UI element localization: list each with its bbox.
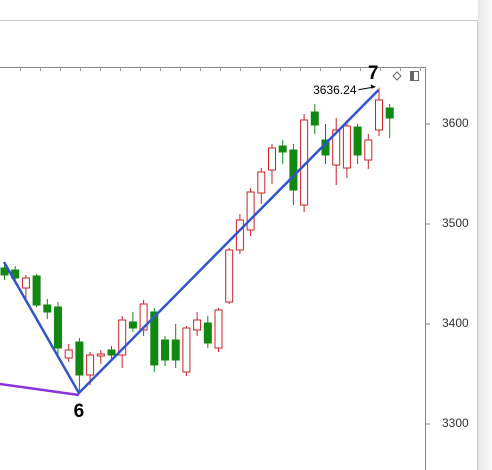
candle-body (118, 319, 127, 356)
candle-body (342, 125, 351, 169)
candle-body (21, 277, 30, 289)
window-frame (0, 20, 478, 470)
candle-body (364, 139, 373, 161)
candle-body (150, 311, 159, 366)
candle-body (268, 147, 276, 171)
candle-body (171, 339, 180, 361)
candle-body (107, 349, 116, 356)
price-annotation: 3636.24 (313, 83, 357, 97)
y-tick-label: 3500 (442, 216, 469, 230)
y-tick-label: 3400 (442, 316, 469, 330)
candle-body (375, 99, 383, 131)
candle-body (32, 275, 41, 306)
candle-body (332, 129, 341, 166)
candle-body (43, 304, 52, 313)
candle-body (128, 321, 137, 329)
candle-body (310, 111, 319, 126)
wave-label: 6 (74, 401, 85, 422)
top-ticks (20, 67, 421, 71)
candle-body (75, 341, 84, 376)
candle-body (257, 171, 266, 194)
candle-body (385, 107, 394, 119)
wave-line (2, 89, 380, 396)
candle-body (193, 319, 202, 331)
y-tick-label: 3600 (442, 116, 469, 130)
candle-body (353, 126, 362, 156)
candle-body (289, 149, 298, 191)
candle-body (86, 354, 95, 376)
candle-body (96, 353, 105, 357)
panel-icon[interactable] (410, 71, 419, 81)
candle-body (139, 303, 148, 331)
panel-icon-fill (411, 72, 414, 80)
candle-body (64, 349, 73, 359)
candle-body (161, 339, 169, 361)
wave-line (0, 382, 80, 397)
candle-body (203, 322, 212, 344)
candle-body (214, 309, 223, 349)
candle-body (246, 191, 255, 231)
candle-body (182, 327, 191, 373)
diamond-icon[interactable] (392, 71, 402, 81)
window-edge (478, 0, 492, 470)
candle-body (235, 219, 244, 251)
candle-body (54, 306, 62, 349)
wave-label: 7 (368, 63, 379, 84)
candle-body (278, 145, 287, 153)
y-tick-label: 3300 (442, 416, 469, 430)
candle-body (225, 249, 234, 303)
annotation-arrowhead (370, 84, 376, 89)
